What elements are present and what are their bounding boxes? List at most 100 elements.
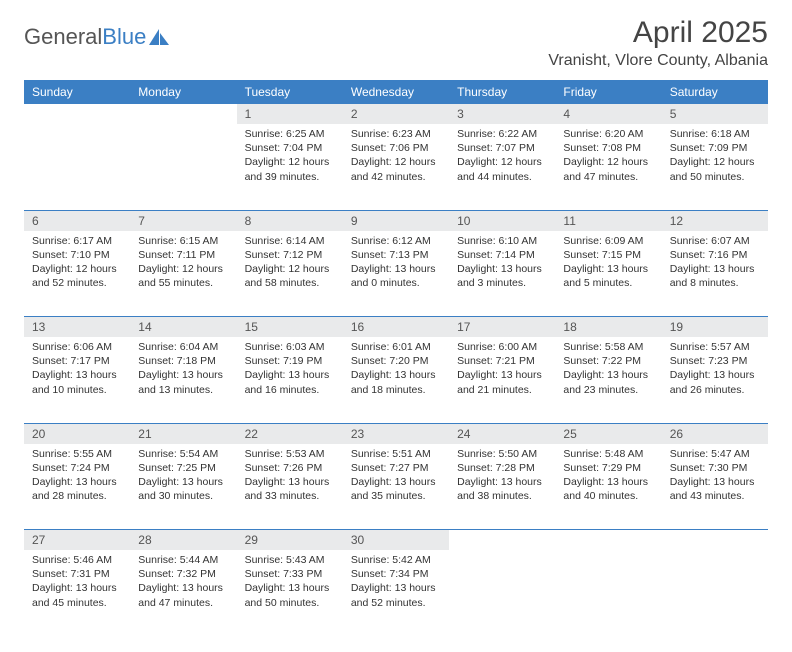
day-detail-line: Daylight: 13 hours [670, 262, 760, 276]
day-detail-line: Daylight: 12 hours [32, 262, 122, 276]
day-detail: Sunrise: 6:25 AMSunset: 7:04 PMDaylight:… [237, 124, 343, 190]
day-number-cell: 27 [24, 530, 130, 551]
day-detail-line: Sunset: 7:23 PM [670, 354, 760, 368]
day-content-cell: Sunrise: 5:43 AMSunset: 7:33 PMDaylight:… [237, 550, 343, 636]
calendar-table: Sunday Monday Tuesday Wednesday Thursday… [24, 80, 768, 636]
day-detail-line: Daylight: 13 hours [245, 475, 335, 489]
day-content-cell: Sunrise: 6:14 AMSunset: 7:12 PMDaylight:… [237, 231, 343, 317]
day-number-cell: 29 [237, 530, 343, 551]
day-detail-line: Daylight: 13 hours [457, 475, 547, 489]
day-detail-line: and 26 minutes. [670, 383, 760, 397]
day-detail-line: Sunset: 7:31 PM [32, 567, 122, 581]
day-number-cell: 8 [237, 210, 343, 231]
day-content-cell: Sunrise: 6:07 AMSunset: 7:16 PMDaylight:… [662, 231, 768, 317]
day-detail-line: Sunrise: 6:07 AM [670, 234, 760, 248]
day-content-cell [662, 550, 768, 636]
day-detail-line: Sunset: 7:14 PM [457, 248, 547, 262]
day-detail-line: Sunrise: 6:09 AM [563, 234, 653, 248]
logo-sail-icon [149, 29, 169, 45]
day-detail: Sunrise: 5:51 AMSunset: 7:27 PMDaylight:… [343, 444, 449, 510]
day-content-cell [130, 124, 236, 210]
day-detail-line: Sunset: 7:16 PM [670, 248, 760, 262]
day-detail: Sunrise: 6:04 AMSunset: 7:18 PMDaylight:… [130, 337, 236, 403]
day-detail: Sunrise: 5:58 AMSunset: 7:22 PMDaylight:… [555, 337, 661, 403]
day-detail-line: Daylight: 13 hours [563, 262, 653, 276]
day-detail-line: Sunset: 7:26 PM [245, 461, 335, 475]
day-number-cell: 2 [343, 104, 449, 124]
day-number-cell: 4 [555, 104, 661, 124]
day-detail: Sunrise: 5:50 AMSunset: 7:28 PMDaylight:… [449, 444, 555, 510]
day-detail-line: and 23 minutes. [563, 383, 653, 397]
day-detail-line: Sunrise: 5:58 AM [563, 340, 653, 354]
day-detail-line: and 21 minutes. [457, 383, 547, 397]
day-detail-line: Sunrise: 6:22 AM [457, 127, 547, 141]
day-content-cell: Sunrise: 5:46 AMSunset: 7:31 PMDaylight:… [24, 550, 130, 636]
day-detail: Sunrise: 5:55 AMSunset: 7:24 PMDaylight:… [24, 444, 130, 510]
day-detail: Sunrise: 6:10 AMSunset: 7:14 PMDaylight:… [449, 231, 555, 297]
day-detail-line: and 45 minutes. [32, 596, 122, 610]
day-detail-line: Daylight: 12 hours [563, 155, 653, 169]
day-content-row: Sunrise: 6:17 AMSunset: 7:10 PMDaylight:… [24, 231, 768, 317]
day-detail-line: Sunrise: 6:00 AM [457, 340, 547, 354]
weekday-header: Thursday [449, 80, 555, 104]
day-detail: Sunrise: 5:44 AMSunset: 7:32 PMDaylight:… [130, 550, 236, 616]
day-detail-line: Sunrise: 6:23 AM [351, 127, 441, 141]
day-detail-line: Daylight: 13 hours [563, 368, 653, 382]
day-detail: Sunrise: 5:54 AMSunset: 7:25 PMDaylight:… [130, 444, 236, 510]
day-content-row: Sunrise: 5:46 AMSunset: 7:31 PMDaylight:… [24, 550, 768, 636]
day-detail-line: Sunrise: 5:54 AM [138, 447, 228, 461]
day-number-cell: 21 [130, 423, 236, 444]
day-detail-line: Daylight: 12 hours [138, 262, 228, 276]
day-detail-line: and 58 minutes. [245, 276, 335, 290]
day-number-cell: 20 [24, 423, 130, 444]
weekday-header: Wednesday [343, 80, 449, 104]
day-detail-line: Sunset: 7:32 PM [138, 567, 228, 581]
day-detail-line: and 47 minutes. [563, 170, 653, 184]
day-detail-line: and 30 minutes. [138, 489, 228, 503]
day-content-cell: Sunrise: 5:58 AMSunset: 7:22 PMDaylight:… [555, 337, 661, 423]
day-detail-line: Sunset: 7:04 PM [245, 141, 335, 155]
day-detail-line: Sunrise: 6:18 AM [670, 127, 760, 141]
day-content-cell: Sunrise: 6:06 AMSunset: 7:17 PMDaylight:… [24, 337, 130, 423]
day-detail-line: and 0 minutes. [351, 276, 441, 290]
day-detail-line: Sunrise: 6:06 AM [32, 340, 122, 354]
day-detail-line: Sunset: 7:19 PM [245, 354, 335, 368]
day-number-cell [449, 530, 555, 551]
day-detail-line: Sunrise: 5:47 AM [670, 447, 760, 461]
day-detail: Sunrise: 5:43 AMSunset: 7:33 PMDaylight:… [237, 550, 343, 616]
day-content-cell: Sunrise: 5:48 AMSunset: 7:29 PMDaylight:… [555, 444, 661, 530]
day-number-cell: 16 [343, 317, 449, 338]
day-content-cell: Sunrise: 5:42 AMSunset: 7:34 PMDaylight:… [343, 550, 449, 636]
day-detail-line: Daylight: 12 hours [245, 155, 335, 169]
day-number-cell: 1 [237, 104, 343, 124]
day-detail-line: and 5 minutes. [563, 276, 653, 290]
day-detail-line: Sunset: 7:10 PM [32, 248, 122, 262]
day-number-cell: 9 [343, 210, 449, 231]
day-number-cell: 30 [343, 530, 449, 551]
day-content-cell [449, 550, 555, 636]
day-detail-line: and 13 minutes. [138, 383, 228, 397]
day-detail-line: Sunset: 7:07 PM [457, 141, 547, 155]
day-detail-line: Sunrise: 5:46 AM [32, 553, 122, 567]
weekday-header: Monday [130, 80, 236, 104]
day-number-cell [662, 530, 768, 551]
day-detail: Sunrise: 6:23 AMSunset: 7:06 PMDaylight:… [343, 124, 449, 190]
day-content-cell: Sunrise: 6:22 AMSunset: 7:07 PMDaylight:… [449, 124, 555, 210]
weekday-header-row: Sunday Monday Tuesday Wednesday Thursday… [24, 80, 768, 104]
day-detail: Sunrise: 5:42 AMSunset: 7:34 PMDaylight:… [343, 550, 449, 616]
day-detail-line: and 50 minutes. [245, 596, 335, 610]
day-detail-line: Sunrise: 5:53 AM [245, 447, 335, 461]
day-detail-line: Sunrise: 5:48 AM [563, 447, 653, 461]
day-detail-line: Daylight: 13 hours [138, 368, 228, 382]
day-detail-line: Sunrise: 5:43 AM [245, 553, 335, 567]
day-detail: Sunrise: 5:53 AMSunset: 7:26 PMDaylight:… [237, 444, 343, 510]
day-detail-line: Sunrise: 6:17 AM [32, 234, 122, 248]
day-detail-line: Sunrise: 5:55 AM [32, 447, 122, 461]
day-detail-line: Daylight: 13 hours [32, 475, 122, 489]
day-number-cell [24, 104, 130, 124]
day-detail: Sunrise: 6:15 AMSunset: 7:11 PMDaylight:… [130, 231, 236, 297]
day-detail-line: and 43 minutes. [670, 489, 760, 503]
day-detail-line: and 42 minutes. [351, 170, 441, 184]
day-number-cell: 24 [449, 423, 555, 444]
day-detail-line: Sunset: 7:27 PM [351, 461, 441, 475]
